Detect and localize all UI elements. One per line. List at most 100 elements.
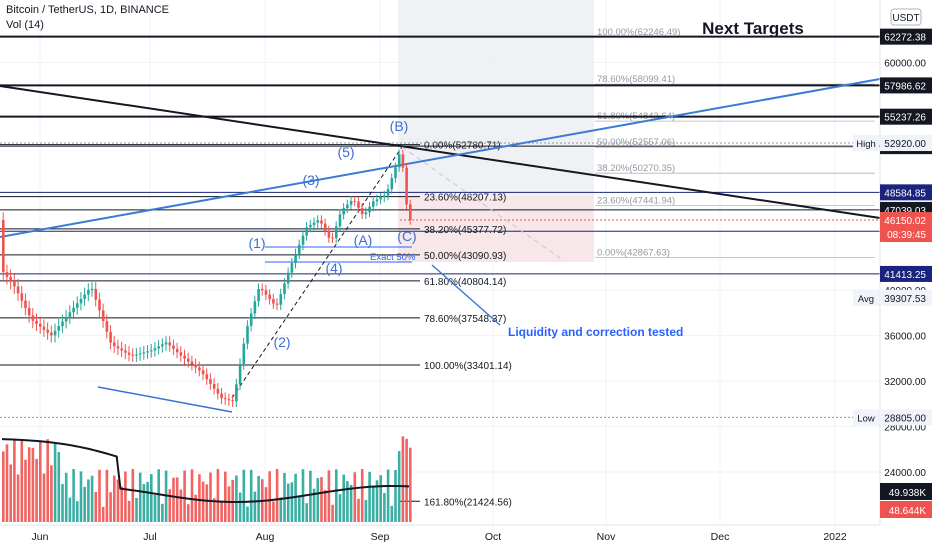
exact-50-label: Exact 50% [370,252,416,263]
x-tick-label: Jun [32,531,49,543]
volume-bar [312,488,316,522]
volume-bar [249,469,253,522]
volume-bar [231,479,234,522]
fib-projection-label: 23.60%(47441.94) [597,195,675,206]
fib-level-label: 78.60%(37548.37) [424,314,506,325]
volume-bar [127,500,131,522]
volume-bar [253,491,257,522]
y-tick-label: 60000.00 [884,59,926,70]
candle [109,331,112,343]
background-layer [398,0,594,262]
stat-name: Avg [858,294,874,305]
candle [113,342,116,347]
candle [79,298,83,304]
annotation-layer: Next Targets Liquidity and correction tes… [370,19,804,339]
candle [94,288,98,300]
candle [142,352,146,354]
volume-bar [198,474,201,522]
volume-bar [272,501,275,522]
candle [9,276,12,282]
candle [46,329,49,333]
volume-bar [220,500,223,522]
candle [98,299,101,311]
stat-value-box [880,289,932,306]
volume-bar [386,469,390,522]
x-tick-label: Nov [597,531,616,543]
price-label-box [880,265,932,282]
volume-bar [161,503,164,522]
x-tick-label: Oct [485,531,501,543]
volume-bar [39,440,42,522]
candle [353,201,357,203]
currency-badge: USDT [892,13,919,24]
volume-bar [87,479,90,522]
wave-label: (3) [302,172,319,188]
volume-bar [338,494,342,522]
current-price-label: 46150.02 [884,216,926,227]
volume-bar [346,481,349,522]
candle [157,346,160,349]
stat-value: 52920.00 [884,139,926,150]
volume-bar [405,438,408,522]
candle [64,316,68,322]
price-label-box [880,184,932,201]
volume-bar [309,470,312,522]
volume-bar [83,486,86,522]
candle [57,326,61,331]
volume-bar [135,497,138,522]
volume-bar [61,483,64,522]
volume-bar [124,471,127,522]
volume-bar [401,436,405,522]
candle [105,321,109,332]
volume-bar [2,451,5,522]
candle [390,178,394,190]
fib-level-label: 50.00%(43090.93) [424,251,506,262]
candle [76,303,79,308]
volume-bar [323,490,327,522]
candle [87,290,90,295]
candle [16,286,20,294]
volume-bar [5,444,9,522]
candle [183,355,186,359]
volume-label-box [880,483,932,500]
candle [172,345,175,349]
volume-bar [183,470,186,522]
candle [53,330,57,336]
candle [209,379,212,384]
candle [275,303,279,305]
candle [13,281,16,287]
y-tick-label: 36000.00 [884,332,926,343]
candle [401,154,405,168]
volume-bar [209,472,212,522]
volume-bar [375,480,379,522]
volume-bar [138,472,142,522]
candle [394,167,397,179]
candle [161,344,164,347]
current-price-box [880,212,932,243]
volume-bar [327,470,331,522]
volume-bar [216,469,220,522]
volume-bar [349,484,353,522]
candle-layer [2,149,412,407]
fib-level-label: 100.00%(33401.14) [424,361,512,372]
candle [272,299,275,304]
candle [309,224,312,228]
candle [298,244,301,254]
candle [90,288,94,291]
fib-layer: 0.00%(52780.71)23.60%(48207.13)38.20%(45… [0,27,880,508]
candle [120,348,123,351]
volume-bar [172,477,175,522]
stat-value-box [880,409,932,426]
stat-name-box [853,135,879,152]
candle [242,343,246,364]
volume-bar [94,491,98,522]
next-targets-title: Next Targets [702,19,804,38]
volume-bar [76,501,79,522]
candle [135,354,138,356]
candle [338,214,342,227]
volume-bar [335,469,338,522]
volume-bar [35,458,38,522]
price-label-box [880,108,932,125]
candle [42,326,46,330]
